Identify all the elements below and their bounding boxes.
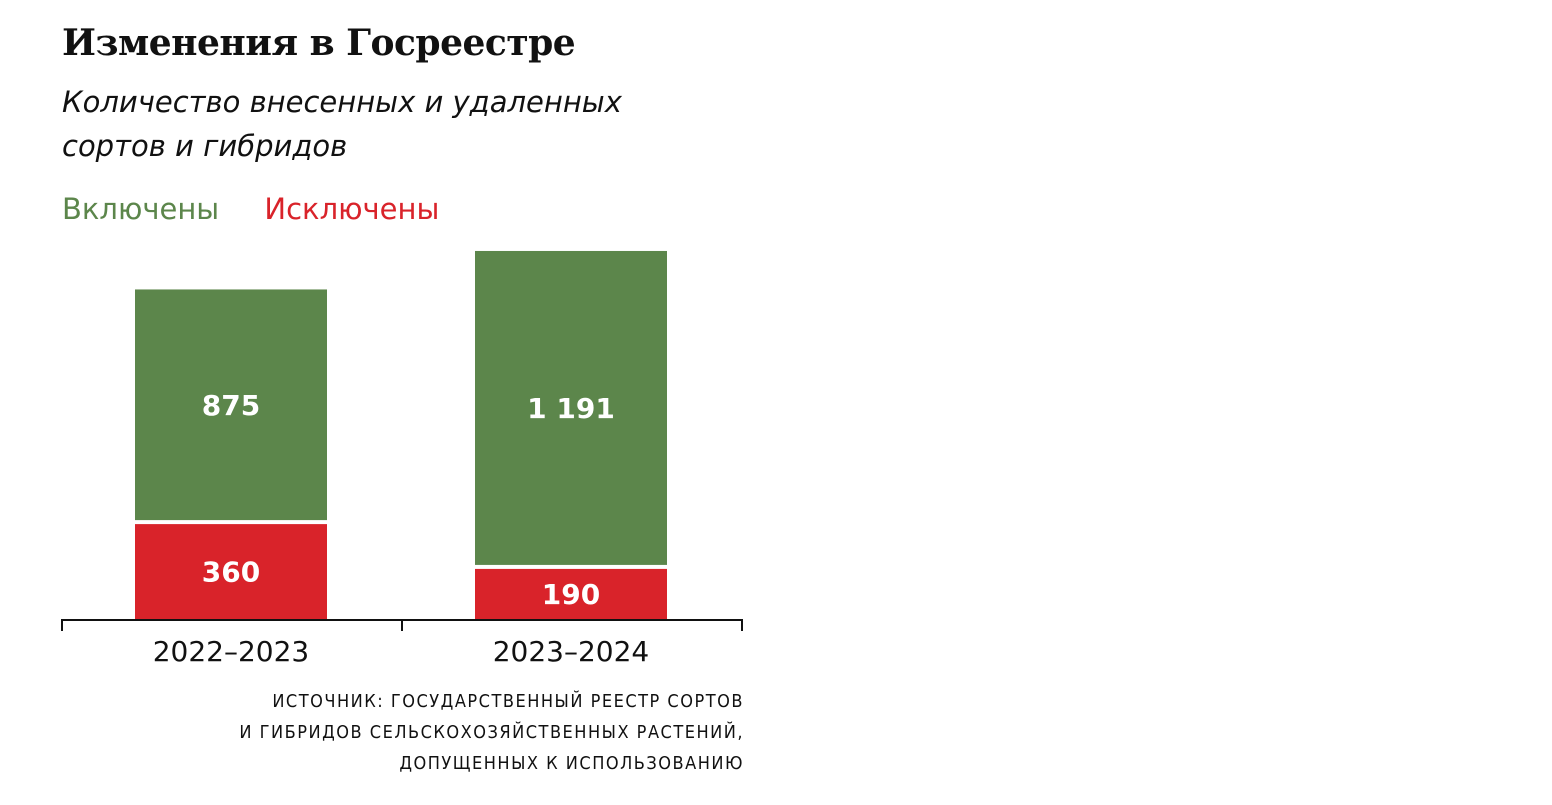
data-label-excluded-2: 190 bbox=[542, 578, 600, 611]
chart-title: Изменения в Госреестре bbox=[62, 22, 576, 64]
data-label-excluded-1: 360 bbox=[202, 556, 260, 589]
bar-excluded-1 bbox=[135, 524, 327, 619]
data-label-included-1: 875 bbox=[202, 389, 260, 422]
subtitle-line-1: Количество внесенных и удаленных bbox=[62, 85, 622, 119]
bar-included-2 bbox=[475, 250, 667, 565]
chart-subtitle: Количество внесенных и удаленных сортов … bbox=[62, 80, 742, 168]
source-line-3: ДОПУЩЕННЫХ К ИСПОЛЬЗОВАНИЮ bbox=[399, 753, 744, 774]
bar-excluded-2 bbox=[475, 568, 667, 619]
chart-legend: Включены Исключены bbox=[62, 192, 439, 226]
x-tick-label-1: 2022–2023 bbox=[153, 635, 310, 668]
legend-excluded: Исключены bbox=[264, 192, 440, 226]
source-line-2: И ГИБРИДОВ СЕЛЬСКОХОЗЯЙСТВЕННЫХ РАСТЕНИЙ… bbox=[239, 722, 744, 743]
x-tick-label-2: 2023–2024 bbox=[493, 635, 650, 668]
source-note: ИСТОЧНИК: ГОСУДАРСТВЕННЫЙ РЕЕСТР СОРТОВ … bbox=[239, 686, 744, 779]
bar-included-1 bbox=[135, 289, 327, 521]
data-label-included-2: 1 191 bbox=[527, 392, 615, 425]
subtitle-line-2: сортов и гибридов bbox=[62, 129, 348, 163]
source-line-1: ИСТОЧНИК: ГОСУДАРСТВЕННЫЙ РЕЕСТР СОРТОВ bbox=[272, 691, 744, 712]
legend-included: Включены bbox=[62, 192, 220, 226]
